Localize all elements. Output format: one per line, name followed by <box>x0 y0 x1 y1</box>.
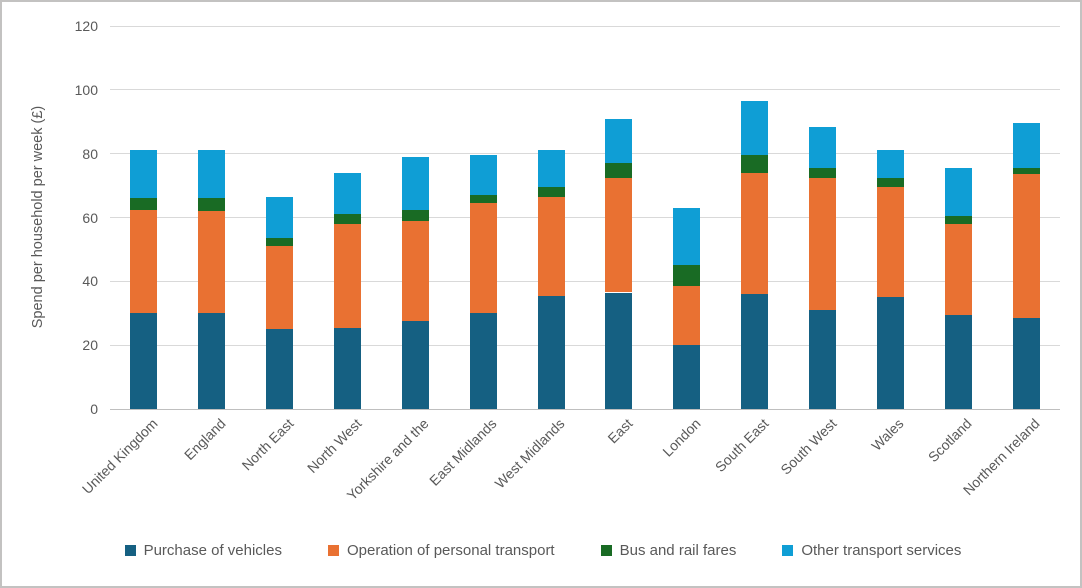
legend-item-other-transport-services: Other transport services <box>782 542 961 559</box>
bar-segment-operation-of-personal-transport-wales <box>876 187 904 298</box>
bar-segment-other-transport-services-yorkshire-and-the <box>401 156 429 210</box>
bar-segment-operation-of-personal-transport-northern-ireland <box>1012 174 1040 319</box>
gridline-120 <box>110 25 1060 27</box>
legend-label-bus-and-rail-fares: Bus and rail fares <box>619 542 737 559</box>
bar-segment-operation-of-personal-transport-north-east <box>266 246 294 330</box>
bar-segment-purchase-of-vehicles-united-kingdom <box>130 313 158 409</box>
bar-segment-bus-and-rail-fares-west-midlands <box>537 187 565 197</box>
legend: Purchase of vehicles Operation of persona… <box>2 542 1080 559</box>
bar-segment-purchase-of-vehicles-west-midlands <box>537 295 565 409</box>
bar-segment-bus-and-rail-fares-scotland <box>944 215 972 224</box>
y-tick-label-40: 40 <box>82 273 98 290</box>
bar-segment-purchase-of-vehicles-northern-ireland <box>1012 318 1040 409</box>
legend-swatch-bus-and-rail-fares <box>600 545 612 556</box>
bar-segment-other-transport-services-england <box>198 150 226 199</box>
bar-segment-bus-and-rail-fares-united-kingdom <box>130 198 158 210</box>
bar-segment-bus-and-rail-fares-east <box>605 163 633 178</box>
bar-segment-purchase-of-vehicles-south-west <box>809 310 836 409</box>
y-tick-label-80: 80 <box>82 145 98 162</box>
bar-segment-operation-of-personal-transport-yorkshire-and-the <box>401 220 429 322</box>
bar-segment-operation-of-personal-transport-west-midlands <box>537 196 565 296</box>
bar-segment-bus-and-rail-fares-south-east <box>741 155 769 173</box>
bar-segment-bus-and-rail-fares-north-west <box>334 214 361 224</box>
legend-label-operation-of-personal-transport: Operation of personal transport <box>346 542 555 559</box>
bar-segment-bus-and-rail-fares-south-west <box>809 168 836 178</box>
bar-segment-purchase-of-vehicles-scotland <box>944 314 972 409</box>
bar-segment-purchase-of-vehicles-east-midlands <box>469 313 497 409</box>
legend-swatch-other-transport-services <box>782 545 794 556</box>
gridline-60 <box>110 217 1060 218</box>
gridline-80 <box>110 153 1060 155</box>
bar-segment-other-transport-services-scotland <box>944 168 972 216</box>
bar-segment-other-transport-services-south-east <box>741 101 769 156</box>
gridline-100 <box>110 89 1060 91</box>
bar-segment-other-transport-services-west-midlands <box>537 150 565 188</box>
bar-segment-other-transport-services-united-kingdom <box>130 150 158 199</box>
bar-segment-bus-and-rail-fares-england <box>198 198 226 212</box>
bar-segment-other-transport-services-east-midlands <box>469 155 497 196</box>
legend-item-operation-of-personal-transport: Operation of personal transport <box>327 542 555 559</box>
bar-segment-bus-and-rail-fares-east-midlands <box>469 195 497 204</box>
bar-segment-purchase-of-vehicles-north-west <box>334 327 361 409</box>
bar-segment-bus-and-rail-fares-yorkshire-and-the <box>401 209 429 221</box>
bar-segment-operation-of-personal-transport-east <box>605 177 633 293</box>
legend-swatch-operation-of-personal-transport <box>327 545 339 556</box>
bar-segment-other-transport-services-london <box>673 207 701 266</box>
legend-label-other-transport-services: Other transport services <box>801 542 962 559</box>
bar-segment-bus-and-rail-fares-northern-ireland <box>1012 168 1040 175</box>
bar-segment-bus-and-rail-fares-north-east <box>266 238 294 247</box>
bar-segment-purchase-of-vehicles-north-east <box>266 329 294 409</box>
bar-segment-operation-of-personal-transport-united-kingdom <box>130 209 158 314</box>
bar-segment-purchase-of-vehicles-london <box>673 345 701 409</box>
bar-segment-other-transport-services-north-west <box>334 172 361 215</box>
bar-segment-purchase-of-vehicles-yorkshire-and-the <box>401 321 429 409</box>
bar-segment-purchase-of-vehicles-east <box>605 292 633 409</box>
bar-segment-operation-of-personal-transport-east-midlands <box>469 203 497 314</box>
legend-item-purchase-of-vehicles: Purchase of vehicles <box>124 542 282 559</box>
bar-segment-other-transport-services-northern-ireland <box>1012 123 1040 169</box>
y-tick-label-60: 60 <box>82 209 98 226</box>
bar-segment-operation-of-personal-transport-england <box>198 211 226 314</box>
bar-segment-other-transport-services-east <box>605 118 633 164</box>
bar-segment-bus-and-rail-fares-london <box>673 265 701 287</box>
x-axis-line <box>110 408 1060 410</box>
bar-segment-other-transport-services-south-west <box>809 126 836 169</box>
bar-segment-other-transport-services-north-east <box>266 196 294 239</box>
bar-segment-purchase-of-vehicles-wales <box>876 297 904 409</box>
legend-item-bus-and-rail-fares: Bus and rail fares <box>600 542 737 559</box>
bar-segment-operation-of-personal-transport-scotland <box>944 223 972 315</box>
bar-segment-other-transport-services-wales <box>876 150 904 178</box>
gridline-40 <box>110 280 1060 282</box>
gridline-20 <box>110 344 1060 346</box>
bar-segment-bus-and-rail-fares-wales <box>876 177 904 188</box>
y-tick-label-100: 100 <box>74 81 98 98</box>
bar-segment-operation-of-personal-transport-south-east <box>741 172 769 295</box>
bar-segment-purchase-of-vehicles-england <box>198 313 226 409</box>
y-tick-label-0: 0 <box>90 401 98 417</box>
bar-segment-operation-of-personal-transport-south-west <box>809 177 836 311</box>
y-tick-label-20: 20 <box>82 337 98 354</box>
bar-segment-operation-of-personal-transport-north-west <box>334 223 361 328</box>
bar-segment-operation-of-personal-transport-london <box>673 286 701 346</box>
legend-label-purchase-of-vehicles: Purchase of vehicles <box>143 542 282 559</box>
legend-swatch-purchase-of-vehicles <box>124 545 136 556</box>
y-tick-label-120: 120 <box>74 18 98 34</box>
bar-segment-purchase-of-vehicles-south-east <box>741 294 769 409</box>
